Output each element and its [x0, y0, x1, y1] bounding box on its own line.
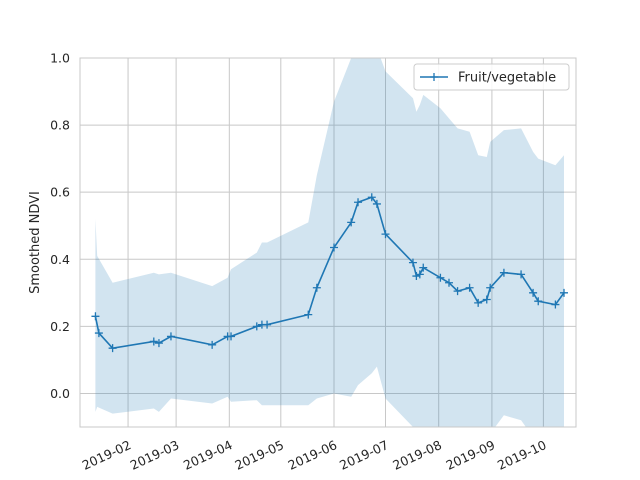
legend-box — [413, 63, 570, 91]
y-tick-label: 0.2 — [50, 319, 70, 334]
grid — [80, 57, 576, 427]
y-tick-label: 0.4 — [50, 252, 70, 267]
data-point-marker — [347, 218, 356, 227]
data-point-marker — [465, 283, 474, 292]
data-point-marker — [408, 258, 417, 267]
x-tick-label: 2019-05 — [232, 437, 286, 473]
confidence-band-layer — [95, 58, 564, 427]
data-point-marker — [252, 322, 261, 331]
data-point-marker — [166, 332, 175, 341]
data-point-marker — [263, 320, 272, 329]
data-point-marker — [559, 288, 568, 297]
data-point-marker — [415, 270, 424, 279]
data-point-marker — [149, 337, 158, 346]
y-tick-label: 0.0 — [50, 386, 70, 401]
data-point-marker — [534, 297, 543, 306]
x-tick-label: 2019-03 — [128, 437, 182, 473]
x-tick-label: 2019-08 — [390, 437, 444, 473]
data-point-marker — [108, 344, 117, 353]
x-tick-label: 2019-10 — [495, 437, 549, 473]
x-tick-label: 2019-06 — [286, 437, 340, 473]
x-tick-label: 2019-09 — [443, 437, 497, 473]
legend-marker-swatch — [430, 73, 438, 81]
x-tick-label: 2019-07 — [337, 437, 391, 473]
data-point-marker — [227, 332, 236, 341]
data-point-marker — [551, 300, 560, 309]
data-point-marker — [412, 272, 421, 281]
data-point-marker — [91, 312, 100, 321]
data-point-marker — [499, 268, 508, 277]
data-point-marker — [436, 273, 445, 282]
plot-frame — [79, 57, 577, 428]
data-point-marker — [381, 230, 390, 239]
data-point-marker — [330, 243, 339, 252]
y-tick-label: 0.6 — [50, 185, 70, 200]
x-tick-label: 2019-02 — [80, 437, 134, 473]
data-point-marker — [474, 298, 483, 307]
data-point-marker — [154, 339, 163, 348]
legend-label-fruit-vegetable: Fruit/vegetable — [458, 71, 556, 86]
data-point-marker — [419, 263, 428, 272]
y-tick-label: 1.0 — [50, 51, 70, 66]
data-point-marker — [453, 287, 462, 296]
data-point-marker — [482, 295, 491, 304]
legend: Fruit/vegetable — [413, 63, 570, 91]
x-tick-label: 2019-04 — [181, 437, 235, 473]
data-point-marker — [354, 198, 363, 207]
y-axis-ticks: 0.0 0.2 0.4 0.6 0.8 1.0 — [50, 51, 70, 401]
data-point-marker — [529, 288, 538, 297]
y-axis-label: Smoothed NDVI — [28, 191, 43, 294]
data-point-marker — [517, 270, 526, 279]
data-point-marker — [304, 310, 313, 319]
series-layer — [91, 193, 568, 353]
data-point-marker — [444, 278, 453, 287]
data-point-marker — [372, 199, 381, 208]
y-tick-label: 0.8 — [50, 118, 70, 133]
plot-area — [80, 58, 576, 427]
data-point-marker — [312, 283, 321, 292]
confidence-band — [95, 58, 564, 427]
data-point-marker — [208, 340, 217, 349]
data-point-marker — [367, 193, 376, 202]
data-point-marker — [486, 283, 495, 292]
data-point-marker — [94, 329, 103, 338]
